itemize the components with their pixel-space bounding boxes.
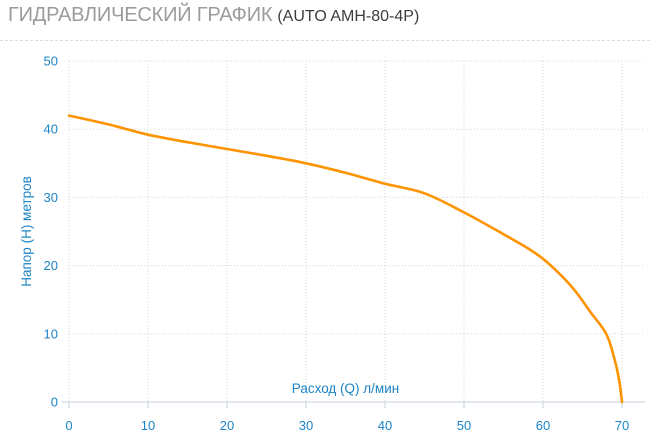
x-tick-label: 70 xyxy=(615,418,629,433)
page-title: ГИДРАВЛИЧЕСКИЙ ГРАФИК xyxy=(8,4,273,26)
y-tick-label: 30 xyxy=(44,190,58,205)
y-axis-title: Напор (H) метров xyxy=(19,176,34,287)
page-subtitle: (AUTO AMH-80-4P) xyxy=(277,8,420,25)
x-tick-label: 20 xyxy=(220,418,234,433)
x-axis-title: Расход (Q) л/мин xyxy=(292,381,399,396)
y-tick-label: 20 xyxy=(44,258,58,273)
y-tick-label: 40 xyxy=(44,122,58,137)
x-tick-label: 40 xyxy=(378,418,392,433)
y-tick-label: 0 xyxy=(51,395,58,410)
x-tick-label: 60 xyxy=(536,418,550,433)
chart-header: ГИДРАВЛИЧЕСКИЙ ГРАФИК (AUTO AMH-80-4P) xyxy=(8,4,419,27)
x-tick-label: 0 xyxy=(65,418,72,433)
y-tick-label: 10 xyxy=(44,326,58,341)
pump-curve xyxy=(67,114,624,404)
x-tick-label: 30 xyxy=(299,418,313,433)
x-tick-label: 50 xyxy=(457,418,471,433)
x-tick-label: 10 xyxy=(141,418,155,433)
divider xyxy=(0,40,650,41)
y-tick-label: 50 xyxy=(44,54,58,69)
